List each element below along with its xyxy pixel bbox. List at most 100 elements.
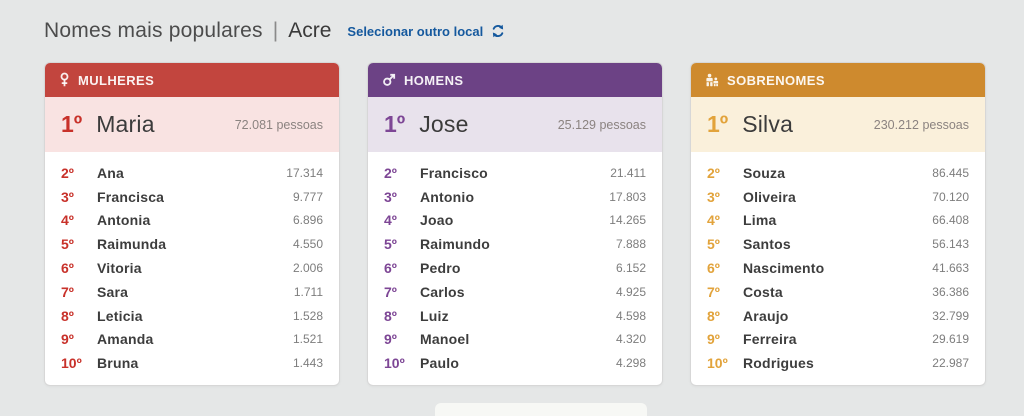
- list-item: 8º Leticia 1.528: [45, 304, 339, 328]
- list-item: 4º Joao 14.265: [368, 209, 662, 233]
- count: 230.212 pessoas: [873, 117, 969, 132]
- name: Ferreira: [743, 331, 797, 348]
- list-item: 7º Costa 36.386: [691, 280, 985, 304]
- ranking-list: 2º Ana 17.314 3º Francisca 9.777 4º Antonia 6.…: [45, 152, 339, 375]
- count: 29.619: [932, 332, 969, 347]
- rank: 5º: [707, 236, 720, 253]
- name: Amanda: [97, 331, 154, 348]
- card-sobrenomes: SOBRENOMES 1º Silva 230.212 pessoas 2º So…: [690, 62, 986, 386]
- rank: 3º: [707, 188, 720, 205]
- count: 1.711: [293, 284, 323, 299]
- rank: 8º: [61, 307, 74, 324]
- change-location-link[interactable]: Selecionar outro local: [347, 23, 484, 39]
- count: 4.320: [615, 332, 646, 347]
- first-place-row: 1º Jose 25.129 pessoas: [368, 97, 662, 152]
- family-icon: [705, 73, 719, 87]
- name: Carlos: [420, 283, 465, 300]
- rank: 4º: [384, 212, 397, 229]
- rank: 3º: [61, 188, 74, 205]
- selected-location: Acre: [288, 19, 332, 42]
- title-separator: |: [272, 19, 279, 42]
- page-header: Nomes mais populares | Acre Selecionar o…: [0, 0, 1024, 45]
- list-item: 4º Lima 66.408: [691, 209, 985, 233]
- count: 1.528: [292, 308, 323, 323]
- rank: 5º: [61, 236, 74, 253]
- rank: 7º: [707, 283, 720, 300]
- count: 6.896: [292, 213, 323, 228]
- name: Nascimento: [743, 260, 825, 277]
- count: 14.265: [609, 213, 646, 228]
- name: Lima: [743, 212, 777, 229]
- rank: 1º: [61, 111, 83, 137]
- rank: 6º: [384, 260, 397, 277]
- list-item: 3º Oliveira 70.120: [691, 185, 985, 209]
- count: 22.987: [932, 356, 969, 371]
- name: Rodrigues: [743, 355, 815, 372]
- count: 9.777: [292, 189, 323, 204]
- name: Manoel: [420, 331, 470, 348]
- count: 41.663: [932, 261, 969, 276]
- ranking-list: 2º Francisco 21.411 3º Antonio 17.803 4º Joao…: [368, 152, 662, 375]
- count: 2.006: [292, 261, 323, 276]
- card-title: HOMENS: [404, 72, 464, 88]
- count: 4.298: [615, 356, 646, 371]
- card-mulheres: MULHERES 1º Maria 72.081 pessoas 2º Ana 17…: [44, 62, 340, 386]
- count: 66.408: [932, 213, 969, 228]
- name: Joao: [420, 212, 454, 229]
- list-item: 3º Antonio 17.803: [368, 185, 662, 209]
- list-item: 5º Santos 56.143: [691, 232, 985, 256]
- rank: 7º: [61, 283, 74, 300]
- count: 6.152: [615, 261, 646, 276]
- name: Francisco: [420, 164, 488, 181]
- name: Araujo: [743, 307, 789, 324]
- rank: 6º: [707, 260, 720, 277]
- ranking-list: 2º Souza 86.445 3º Oliveira 70.120 4º Lima 66.…: [691, 152, 985, 375]
- count: 21.411: [610, 165, 646, 180]
- name: Costa: [743, 283, 783, 300]
- count: 7.888: [615, 237, 646, 252]
- count: 70.120: [932, 189, 969, 204]
- list-item: 6º Nascimento 41.663: [691, 256, 985, 280]
- name: Bruna: [97, 355, 139, 372]
- name: Paulo: [420, 355, 460, 372]
- name: Maria: [96, 111, 155, 137]
- count: 36.386: [932, 284, 969, 299]
- name: Ana: [97, 164, 125, 181]
- list-item: 8º Luiz 4.598: [368, 304, 662, 328]
- refresh-icon[interactable]: [490, 23, 506, 39]
- count: 1.521: [292, 332, 323, 347]
- rank: 8º: [384, 307, 397, 324]
- list-item: 10º Bruna 1.443: [45, 351, 339, 375]
- name: Luiz: [420, 307, 449, 324]
- rank: 9º: [707, 331, 720, 348]
- card-homens-header: HOMENS: [368, 63, 662, 97]
- rank: 1º: [384, 111, 406, 137]
- rank: 2º: [61, 164, 74, 181]
- list-item: 7º Carlos 4.925: [368, 280, 662, 304]
- rank: 3º: [384, 188, 397, 205]
- rank: 10º: [707, 355, 728, 372]
- rank: 10º: [384, 355, 405, 372]
- rank: 8º: [707, 307, 720, 324]
- card-title: SOBRENOMES: [727, 72, 825, 88]
- name: Antonio: [420, 188, 475, 205]
- rank: 9º: [384, 331, 397, 348]
- list-item: 10º Rodrigues 22.987: [691, 351, 985, 375]
- rank: 5º: [384, 236, 397, 253]
- list-item: 8º Araujo 32.799: [691, 304, 985, 328]
- female-icon: [59, 72, 70, 88]
- count: 72.081 pessoas: [234, 117, 323, 132]
- name: Francisca: [97, 188, 165, 205]
- list-item: 3º Francisca 9.777: [45, 185, 339, 209]
- rank: 6º: [61, 260, 74, 277]
- rank: 1º: [707, 111, 729, 137]
- list-item: 6º Pedro 6.152: [368, 256, 662, 280]
- name: Sara: [97, 283, 129, 300]
- first-place-row: 1º Silva 230.212 pessoas: [691, 97, 985, 152]
- card-homens: HOMENS 1º Jose 25.129 pessoas 2º Francisc…: [367, 62, 663, 386]
- count: 32.799: [932, 308, 969, 323]
- name: Oliveira: [743, 188, 796, 205]
- name: Santos: [743, 236, 791, 253]
- name: Silva: [742, 111, 794, 137]
- list-item: 10º Paulo 4.298: [368, 351, 662, 375]
